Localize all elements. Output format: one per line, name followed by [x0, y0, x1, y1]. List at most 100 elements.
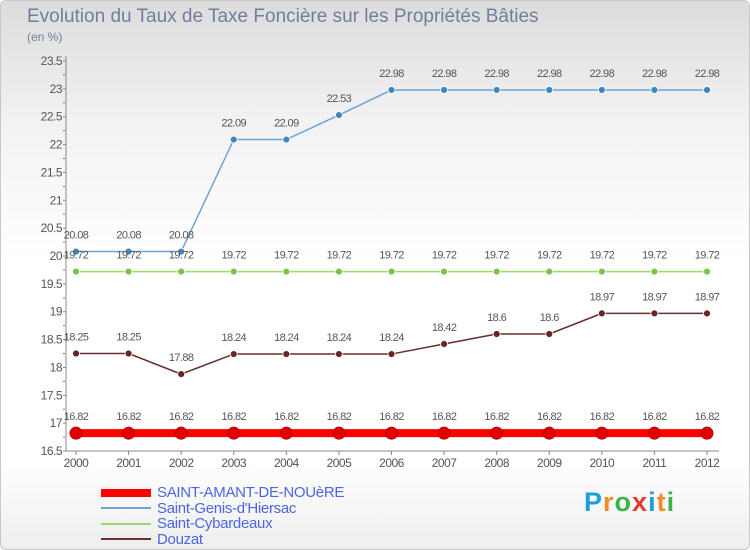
- x-tick-label: 2006: [379, 456, 405, 470]
- data-label: 17.88: [169, 352, 194, 364]
- x-tick-label: 2004: [274, 456, 300, 470]
- data-point: [229, 350, 238, 358]
- data-point: [72, 267, 80, 276]
- series-group: 19.72 19.72 19.72 19.72 19.72 19.72 19.72 19.72…: [64, 250, 720, 276]
- data-label: 22.98: [379, 68, 404, 80]
- y-axis-unit: (en %): [27, 30, 63, 44]
- data-label: 19.72: [221, 250, 246, 262]
- data-label: 22.98: [642, 68, 667, 80]
- data-point: [72, 247, 80, 256]
- data-point: [387, 267, 396, 276]
- x-tick-label: 2007: [432, 456, 458, 470]
- chart-title: Evolution du Taux de Taxe Foncière sur l…: [27, 6, 539, 27]
- data-point: [650, 309, 659, 318]
- data-point: [703, 309, 711, 318]
- y-tick-label: 19.5: [41, 277, 63, 291]
- data-point: [542, 426, 556, 440]
- data-point: [440, 267, 448, 276]
- data-label: 19.72: [537, 250, 562, 262]
- data-label: 19.72: [484, 250, 509, 262]
- y-tick-label: 17: [50, 416, 63, 430]
- data-point: [440, 86, 448, 94]
- data-point: [385, 426, 398, 440]
- data-point: [335, 267, 343, 276]
- data-point: [335, 111, 343, 119]
- series-group: 18.25 18.25 17.88 18.24 18.24 18.24 18.24 18.42…: [64, 291, 720, 379]
- data-point: [597, 309, 606, 318]
- legend-item: Saint-Cybardeaux: [101, 516, 344, 532]
- data-label: 16.82: [64, 411, 89, 423]
- logo-letter: i: [648, 487, 657, 517]
- data-point: [647, 426, 661, 440]
- data-point: [437, 426, 451, 440]
- data-label: 16.82: [327, 411, 352, 423]
- data-label: 19.72: [590, 250, 615, 262]
- data-label: 19.72: [379, 250, 404, 262]
- data-point: [229, 267, 238, 276]
- data-point: [703, 86, 711, 94]
- x-tick-label: 2001: [116, 456, 142, 470]
- logo-letter: t: [656, 487, 667, 517]
- data-label: 18.42: [432, 322, 457, 334]
- legend-swatch: [101, 538, 151, 541]
- legend-swatch: [101, 488, 151, 497]
- logo-letter: i: [666, 487, 676, 517]
- data-point: [282, 267, 291, 276]
- data-point: [124, 349, 133, 358]
- legend-item: Saint-Genis-d'Hiersac: [101, 499, 344, 517]
- axes: 16.5 17 17.5 18 18.5 19 19.5 20 20.5 21 21.5 22 22.5…: [41, 54, 721, 470]
- data-point: [72, 349, 80, 358]
- data-point: [335, 350, 343, 358]
- data-label: 18.97: [590, 291, 615, 303]
- data-label: 22.98: [537, 68, 562, 80]
- data-label: 22.09: [274, 118, 299, 130]
- legend-label: Saint-Genis-d'Hiersac: [157, 499, 297, 517]
- data-label: 19.72: [695, 250, 720, 262]
- data-label: 19.72: [169, 250, 194, 262]
- data-point: [122, 426, 136, 440]
- data-label: 16.82: [221, 411, 246, 423]
- data-label: 22.98: [695, 68, 720, 80]
- data-label: 16.82: [379, 411, 404, 423]
- data-label: 19.72: [116, 250, 141, 262]
- data-point: [227, 426, 241, 440]
- logo-letter: o: [614, 487, 633, 517]
- data-label: 16.82: [590, 411, 615, 423]
- data-label: 22.98: [590, 68, 615, 80]
- y-tick-label: 18.5: [41, 333, 63, 347]
- data-label: 16.82: [169, 411, 194, 423]
- x-tick-label: 2012: [695, 456, 721, 470]
- data-point: [332, 426, 346, 440]
- proxiti-logo: Proxiti: [584, 487, 675, 518]
- logo-letter: r: [603, 487, 615, 517]
- data-label: 22.98: [484, 68, 509, 80]
- data-point: [650, 86, 659, 94]
- data-point: [69, 426, 83, 440]
- y-tick-label: 19: [50, 305, 63, 319]
- data-label: 20.08: [116, 230, 141, 242]
- data-label: 19.72: [432, 250, 457, 262]
- data-point: [387, 350, 396, 358]
- data-label: 22.09: [221, 118, 246, 130]
- legend: SAINT-AMANT-DE-NOUèRE Saint-Genis-d'Hier…: [101, 485, 344, 547]
- data-point: [545, 267, 554, 276]
- data-point: [703, 267, 711, 276]
- legend-item: SAINT-AMANT-DE-NOUèRE: [101, 485, 344, 501]
- data-point: [229, 135, 238, 144]
- data-point: [545, 86, 554, 94]
- data-label: 18.24: [327, 332, 352, 344]
- legend-label: Saint-Cybardeaux: [157, 515, 273, 532]
- x-tick-label: 2003: [221, 456, 247, 470]
- series-layer: 20.08 20.08 20.08 22.09 22.09 22.53 22.98 22.98…: [64, 68, 720, 440]
- x-tick-label: 2008: [484, 456, 510, 470]
- data-point: [174, 426, 188, 440]
- data-label: 16.82: [274, 411, 299, 423]
- data-label: 18.97: [695, 291, 720, 303]
- data-label: 18.6: [540, 312, 559, 324]
- data-label: 19.72: [642, 250, 667, 262]
- data-point: [279, 426, 293, 440]
- data-label: 16.82: [537, 411, 562, 423]
- y-tick-label: 16.5: [41, 444, 63, 458]
